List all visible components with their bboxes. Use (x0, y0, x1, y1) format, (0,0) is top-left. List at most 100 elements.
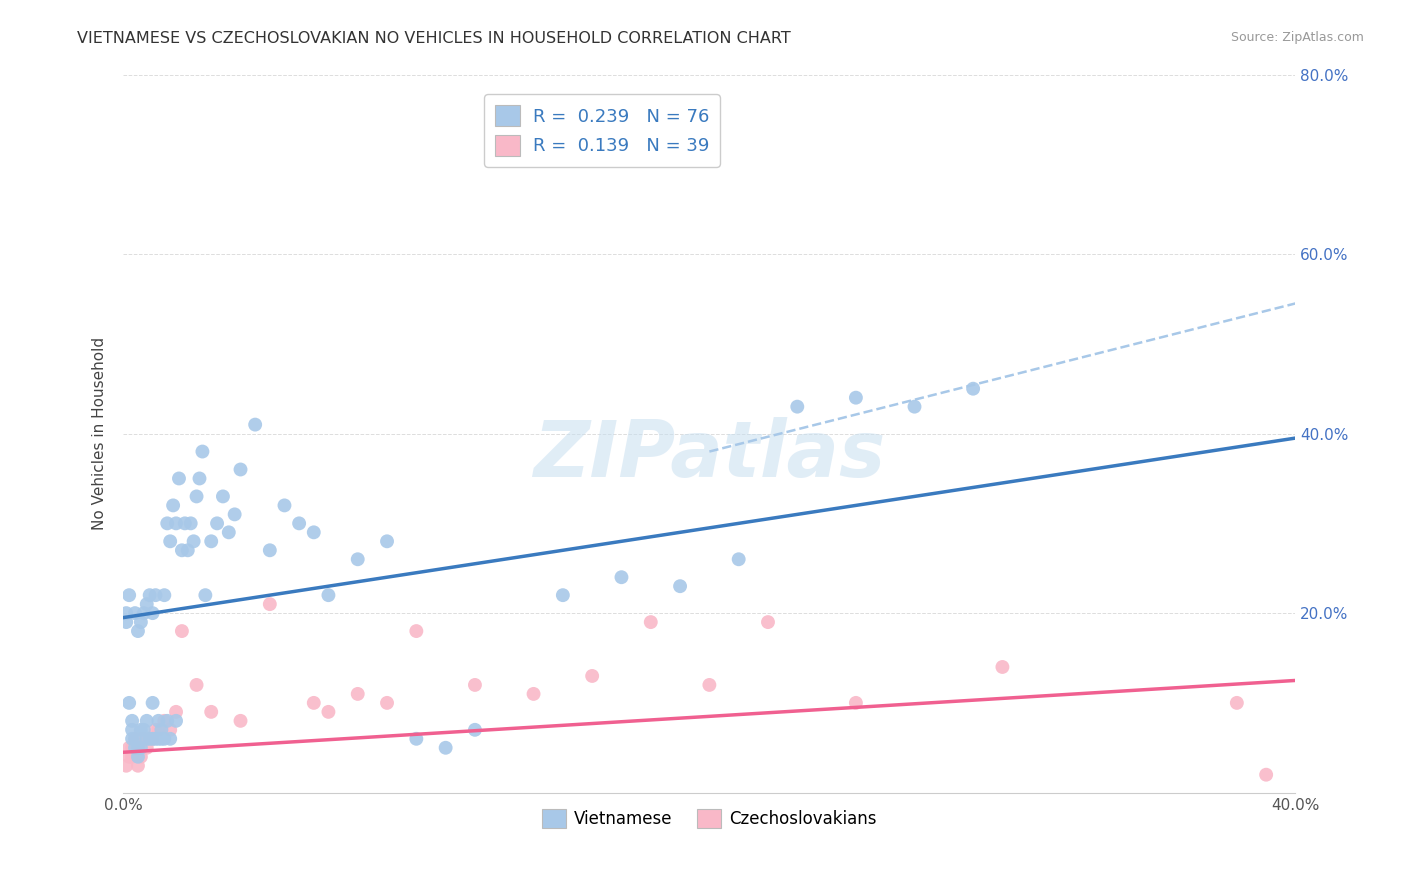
Point (962, 382, 984, 396)
Point (156, 516, 179, 531)
Point (346, 552, 368, 566)
Text: Source: ZipAtlas.com: Source: ZipAtlas.com (1230, 31, 1364, 45)
Point (212, 490, 235, 504)
Point (186, 490, 208, 504)
Point (259, 543, 281, 558)
Text: ZIPatlas: ZIPatlas (533, 417, 886, 493)
Point (318, 588, 340, 602)
Point (610, 570, 633, 584)
Point (124, 731, 146, 746)
Point (699, 678, 721, 692)
Point (229, 714, 252, 728)
Point (127, 749, 149, 764)
Point (124, 606, 146, 620)
Point (148, 731, 170, 746)
Point (132, 723, 155, 737)
Point (205, 516, 228, 531)
Point (640, 615, 662, 629)
Point (129, 731, 152, 746)
Point (142, 731, 165, 746)
Point (669, 579, 692, 593)
Point (118, 749, 141, 764)
Point (186, 678, 208, 692)
Point (145, 723, 167, 737)
Point (121, 723, 143, 737)
Text: VIETNAMESE VS CZECHOSLOVAKIAN NO VEHICLES IN HOUSEHOLD CORRELATION CHART: VIETNAMESE VS CZECHOSLOVAKIAN NO VEHICLE… (77, 31, 792, 46)
Point (118, 588, 141, 602)
Point (153, 714, 176, 728)
Point (115, 758, 138, 772)
Point (191, 444, 214, 458)
Point (129, 723, 152, 737)
Point (845, 696, 868, 710)
Point (167, 471, 190, 485)
Point (142, 606, 165, 620)
Point (162, 499, 184, 513)
Point (1226, 696, 1249, 710)
Point (132, 606, 155, 620)
Point (165, 714, 187, 728)
Point (845, 391, 868, 405)
Point (138, 731, 160, 746)
Point (1256, 767, 1278, 781)
Point (288, 516, 311, 531)
Point (173, 516, 195, 531)
Point (200, 705, 222, 719)
Point (129, 749, 152, 764)
Point (170, 543, 193, 558)
Point (145, 731, 167, 746)
Point (273, 499, 295, 513)
Point (127, 740, 149, 755)
Point (218, 525, 240, 540)
Point (150, 723, 173, 737)
Point (115, 606, 138, 620)
Point (148, 714, 170, 728)
Y-axis label: No Vehicles in Household: No Vehicles in Household (93, 337, 107, 530)
Point (150, 731, 173, 746)
Point (434, 740, 457, 755)
Point (375, 534, 398, 549)
Point (243, 417, 266, 432)
Point (121, 731, 143, 746)
Point (132, 731, 155, 746)
Point (551, 588, 574, 602)
Point (229, 462, 252, 476)
Point (138, 588, 160, 602)
Point (405, 624, 427, 638)
Point (121, 714, 143, 728)
Point (180, 516, 202, 531)
Point (118, 740, 141, 755)
Point (727, 552, 749, 566)
Point (464, 678, 486, 692)
Point (142, 731, 165, 746)
Point (302, 696, 325, 710)
Point (756, 615, 779, 629)
Point (142, 696, 165, 710)
Point (127, 624, 149, 638)
Point (124, 731, 146, 746)
Point (581, 669, 603, 683)
Point (522, 687, 544, 701)
Point (200, 534, 222, 549)
Point (129, 740, 152, 755)
Point (121, 740, 143, 755)
Point (159, 731, 181, 746)
Point (121, 749, 143, 764)
Point (224, 508, 246, 522)
Point (159, 534, 181, 549)
Point (145, 588, 167, 602)
Point (188, 471, 211, 485)
Point (127, 740, 149, 755)
Point (148, 723, 170, 737)
Point (135, 731, 157, 746)
Point (135, 597, 157, 611)
Legend: Vietnamese, Czechoslovakians: Vietnamese, Czechoslovakians (536, 802, 883, 835)
Point (786, 400, 808, 414)
Point (115, 615, 138, 629)
Point (135, 740, 157, 755)
Point (183, 534, 205, 549)
Point (259, 597, 281, 611)
Point (346, 687, 368, 701)
Point (129, 615, 152, 629)
Point (318, 705, 340, 719)
